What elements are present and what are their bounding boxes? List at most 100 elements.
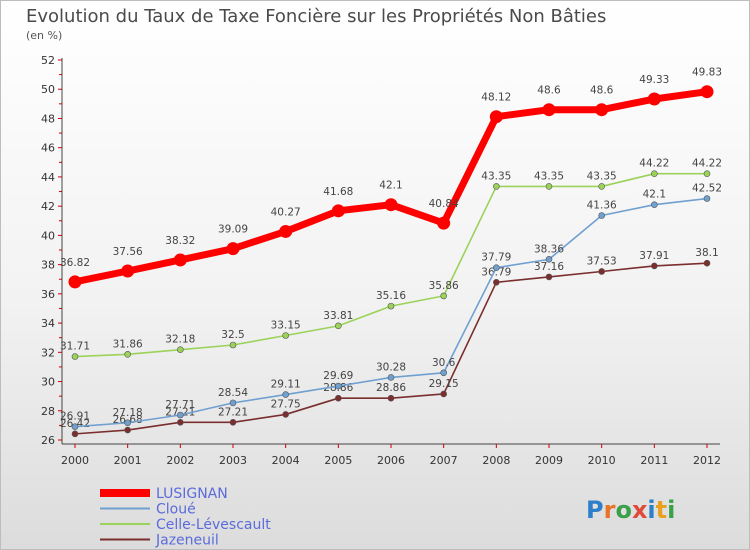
legend-entry: Cloué [156, 502, 196, 518]
series-lusignan: 36.82 37.56 38.32 39.09 40.27 41.68 42.1 40.84 4… [60, 67, 722, 289]
series-clou-: 26.91 27.18 27.71 28.54 29.11 29.69 30.28 30.6 3… [60, 183, 722, 431]
data-label: 27.75 [271, 398, 301, 410]
x-tick-label: 2002 [166, 454, 194, 467]
data-point [282, 332, 289, 339]
series-layer: 26.4226.6827.2127.2127.7528.8628.8629.15… [60, 67, 722, 438]
data-label: 28.86 [376, 382, 406, 394]
data-label: 41.68 [323, 186, 353, 198]
data-label: 32.18 [165, 334, 195, 346]
legend-entry: Jazeneuil [155, 533, 219, 549]
x-tick-label: 2011 [640, 454, 668, 467]
data-point [282, 411, 289, 418]
data-label: 49.83 [692, 67, 722, 79]
data-label: 40.27 [271, 206, 301, 218]
y-tick-label: 42 [41, 200, 55, 213]
data-point [124, 351, 131, 358]
data-label: 33.15 [271, 320, 301, 332]
data-point [703, 259, 711, 267]
data-point [598, 268, 605, 275]
data-label: 43.35 [534, 170, 564, 182]
legend-entry: Celle-Lévescault [156, 517, 271, 533]
data-label: 30.28 [376, 361, 406, 373]
data-point [335, 394, 342, 402]
data-label: 38.1 [695, 247, 718, 259]
data-label: 28.54 [218, 387, 248, 399]
data-point [651, 170, 658, 178]
x-tick-label: 2003 [219, 454, 247, 467]
data-point [651, 262, 658, 270]
data-point [700, 85, 714, 99]
data-label: 42.1 [643, 189, 666, 201]
data-point [703, 195, 711, 202]
data-point [598, 212, 605, 219]
data-label: 43.35 [481, 170, 511, 182]
data-label: 37.91 [639, 250, 669, 262]
data-label: 29.15 [429, 378, 459, 390]
data-point [229, 399, 237, 407]
data-point [124, 419, 131, 427]
data-label: 48.6 [590, 85, 614, 97]
y-tick-label: 46 [41, 142, 55, 155]
x-tick-label: 2001 [114, 454, 142, 467]
data-point [651, 201, 658, 208]
data-label: 44.22 [639, 158, 669, 170]
data-point [335, 322, 342, 330]
data-point [71, 353, 79, 360]
data-point [387, 374, 395, 381]
data-point [545, 183, 553, 190]
x-tick-label: 2000 [61, 454, 89, 467]
y-tick-label: 30 [41, 376, 55, 389]
data-point [177, 411, 184, 419]
data-label: 48.6 [537, 85, 561, 97]
data-point [493, 183, 500, 190]
data-point [71, 423, 79, 431]
data-point [489, 110, 503, 124]
data-point [387, 394, 395, 402]
data-point [335, 382, 342, 390]
series-jazeneuil: 26.4226.6827.2127.2127.7528.8628.8629.15… [60, 247, 719, 438]
data-point [177, 346, 184, 353]
logo-letter: r [604, 496, 616, 524]
data-label: 27.18 [113, 407, 143, 419]
data-point [440, 292, 447, 300]
y-tick-label: 44 [41, 171, 55, 184]
data-label: 37.56 [113, 246, 143, 258]
data-label: 36.82 [60, 257, 90, 269]
data-point [384, 198, 398, 212]
data-label: 29.69 [323, 370, 353, 382]
data-point [703, 170, 711, 178]
x-tick-label: 2010 [588, 454, 616, 467]
y-tick-label: 34 [41, 317, 55, 330]
y-tick-label: 26 [41, 434, 55, 447]
y-tick-label: 48 [41, 112, 55, 125]
data-label: 42.1 [379, 180, 402, 192]
data-label: 42.52 [692, 183, 722, 195]
y-tick-label: 40 [41, 229, 55, 242]
data-label: 39.09 [218, 224, 248, 236]
data-label: 32.5 [221, 329, 244, 341]
data-label: 35.16 [376, 290, 406, 302]
data-label: 49.33 [639, 74, 669, 86]
data-point [279, 224, 293, 238]
data-point [282, 391, 289, 398]
data-point [331, 204, 345, 218]
data-point [542, 103, 556, 117]
y-tick-label: 38 [41, 259, 55, 272]
data-label: 33.81 [323, 310, 353, 322]
data-label: 27.21 [218, 406, 248, 418]
data-label: 41.36 [587, 200, 617, 212]
data-point [493, 278, 500, 286]
data-label: 27.71 [165, 399, 195, 411]
axes: 26 28 30 32 34 36 38 40 42 44 46 48 50 52 2000 2001 2002… [41, 54, 721, 467]
data-label: 35.86 [429, 280, 459, 292]
y-tick-label: 28 [41, 405, 55, 418]
data-point [440, 390, 447, 398]
chart-title: Evolution du Taux de Taxe Foncière sur l… [26, 6, 606, 27]
x-tick-label: 2012 [693, 454, 721, 467]
data-point [71, 430, 79, 438]
data-label: 37.16 [534, 261, 564, 273]
y-tick-label: 32 [41, 346, 55, 359]
data-label: 36.79 [481, 266, 511, 278]
data-point [595, 103, 609, 117]
